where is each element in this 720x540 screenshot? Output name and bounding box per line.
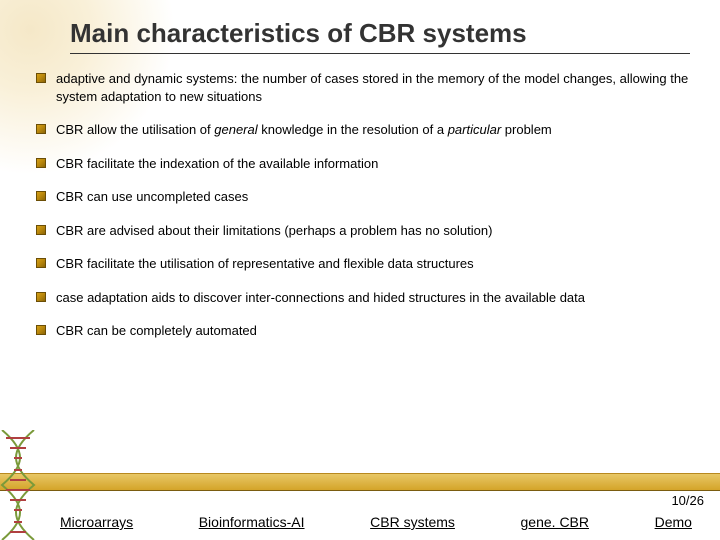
bullet-item: case adaptation aids to discover inter-c… xyxy=(36,289,696,307)
bullet-square-icon xyxy=(36,158,46,168)
bullet-item: CBR can be completely automated xyxy=(36,322,696,340)
footer-band xyxy=(0,473,720,491)
bullet-text: CBR facilitate the indexation of the ava… xyxy=(56,155,378,173)
nav-cbr-systems[interactable]: CBR systems xyxy=(370,514,455,530)
bullet-square-icon xyxy=(36,225,46,235)
bullet-text: CBR allow the utilisation of general kno… xyxy=(56,121,552,139)
bullet-square-icon xyxy=(36,292,46,302)
dna-decoration-icon xyxy=(0,430,40,540)
content-area: adaptive and dynamic systems: the number… xyxy=(0,60,720,340)
bullet-text: CBR can be completely automated xyxy=(56,322,257,340)
bullet-square-icon xyxy=(36,191,46,201)
title-area: Main characteristics of CBR systems xyxy=(0,0,720,60)
bullet-square-icon xyxy=(36,325,46,335)
bullet-text: CBR are advised about their limitations … xyxy=(56,222,492,240)
bullet-text: case adaptation aids to discover inter-c… xyxy=(56,289,585,307)
bullet-text: adaptive and dynamic systems: the number… xyxy=(56,70,696,105)
bullet-item: CBR can use uncompleted cases xyxy=(36,188,696,206)
footer: 10/26 Microarrays Bioinformatics-AI CBR … xyxy=(0,473,720,540)
nav-demo[interactable]: Demo xyxy=(655,514,692,530)
bullet-item: CBR are advised about their limitations … xyxy=(36,222,696,240)
bullet-item: CBR facilitate the utilisation of repres… xyxy=(36,255,696,273)
slide-title: Main characteristics of CBR systems xyxy=(70,18,690,49)
nav-bioinformatics[interactable]: Bioinformatics-AI xyxy=(199,514,305,530)
bullet-square-icon xyxy=(36,73,46,83)
bullet-item: CBR allow the utilisation of general kno… xyxy=(36,121,696,139)
bullet-square-icon xyxy=(36,124,46,134)
bullet-text: CBR facilitate the utilisation of repres… xyxy=(56,255,474,273)
nav-bar: Microarrays Bioinformatics-AI CBR system… xyxy=(0,508,720,540)
nav-microarrays[interactable]: Microarrays xyxy=(60,514,133,530)
bullet-square-icon xyxy=(36,258,46,268)
nav-genecbr[interactable]: gene. CBR xyxy=(521,514,589,530)
bullet-item: adaptive and dynamic systems: the number… xyxy=(36,70,696,105)
title-underline xyxy=(70,53,690,54)
bullet-text: CBR can use uncompleted cases xyxy=(56,188,248,206)
bullet-item: CBR facilitate the indexation of the ava… xyxy=(36,155,696,173)
page-number: 10/26 xyxy=(0,491,720,508)
